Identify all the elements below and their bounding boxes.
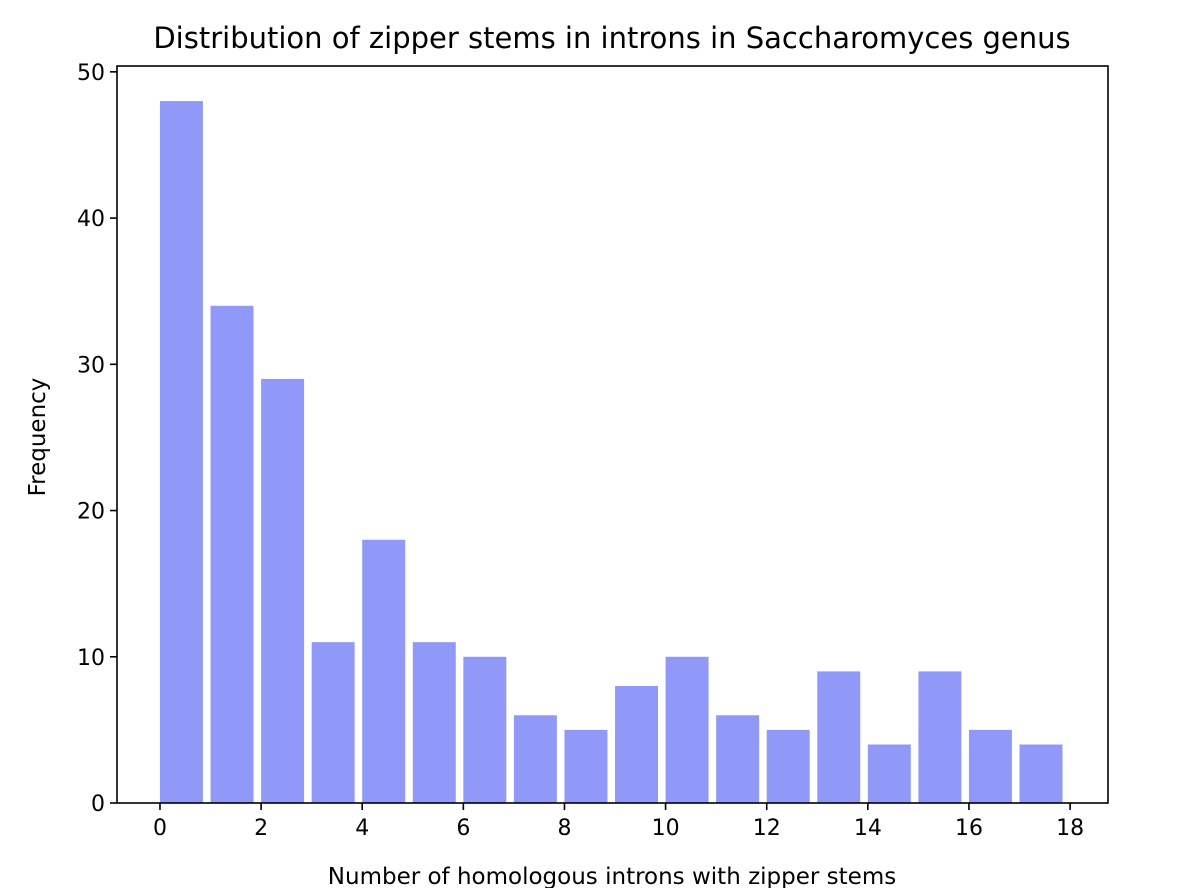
x-tick-label: 18 [1056, 816, 1084, 841]
x-tick-label: 4 [355, 816, 369, 841]
plot-frame [116, 65, 1109, 804]
bars-group [159, 101, 1063, 804]
bar-10 [665, 656, 709, 803]
bar-15 [918, 671, 962, 803]
bar-11 [716, 715, 760, 803]
x-axis-ticks: 0 2 4 6 8 10 12 14 16 18 [153, 803, 1084, 841]
y-tick-label: 20 [77, 500, 105, 525]
x-tick-label: 10 [652, 816, 680, 841]
x-tick-label: 0 [153, 816, 167, 841]
y-axis-ticks: 0 10 20 30 40 50 [77, 61, 117, 817]
x-tick-label: 16 [955, 816, 983, 841]
bar-7 [513, 715, 557, 803]
bar-12 [766, 729, 810, 803]
bar-13 [817, 671, 861, 803]
y-tick-label: 40 [77, 207, 105, 232]
bar-14 [867, 744, 911, 803]
y-tick-label: 0 [91, 792, 105, 817]
bar-9 [615, 686, 659, 803]
y-tick-label: 50 [77, 61, 105, 86]
bar-4 [362, 539, 406, 803]
x-tick-label: 2 [254, 816, 268, 841]
x-tick-label: 6 [456, 816, 470, 841]
bar-5 [412, 642, 456, 803]
bar-3 [311, 642, 355, 803]
bar-8 [564, 729, 608, 803]
x-axis-label: Number of homologous introns with zipper… [328, 864, 896, 888]
y-tick-label: 30 [77, 353, 105, 378]
bar-1 [210, 305, 254, 803]
x-tick-label: 12 [753, 816, 781, 841]
y-tick-label: 10 [77, 646, 105, 671]
bar-6 [463, 656, 507, 803]
bar-16 [968, 729, 1012, 803]
bar-0 [159, 101, 203, 804]
chart-title: Distribution of zipper stems in introns … [153, 21, 1070, 55]
y-axis-label: Frequency [25, 378, 51, 497]
bar-17 [1019, 744, 1063, 803]
x-tick-label: 14 [854, 816, 882, 841]
x-tick-label: 8 [557, 816, 571, 841]
bar-2 [261, 378, 305, 803]
